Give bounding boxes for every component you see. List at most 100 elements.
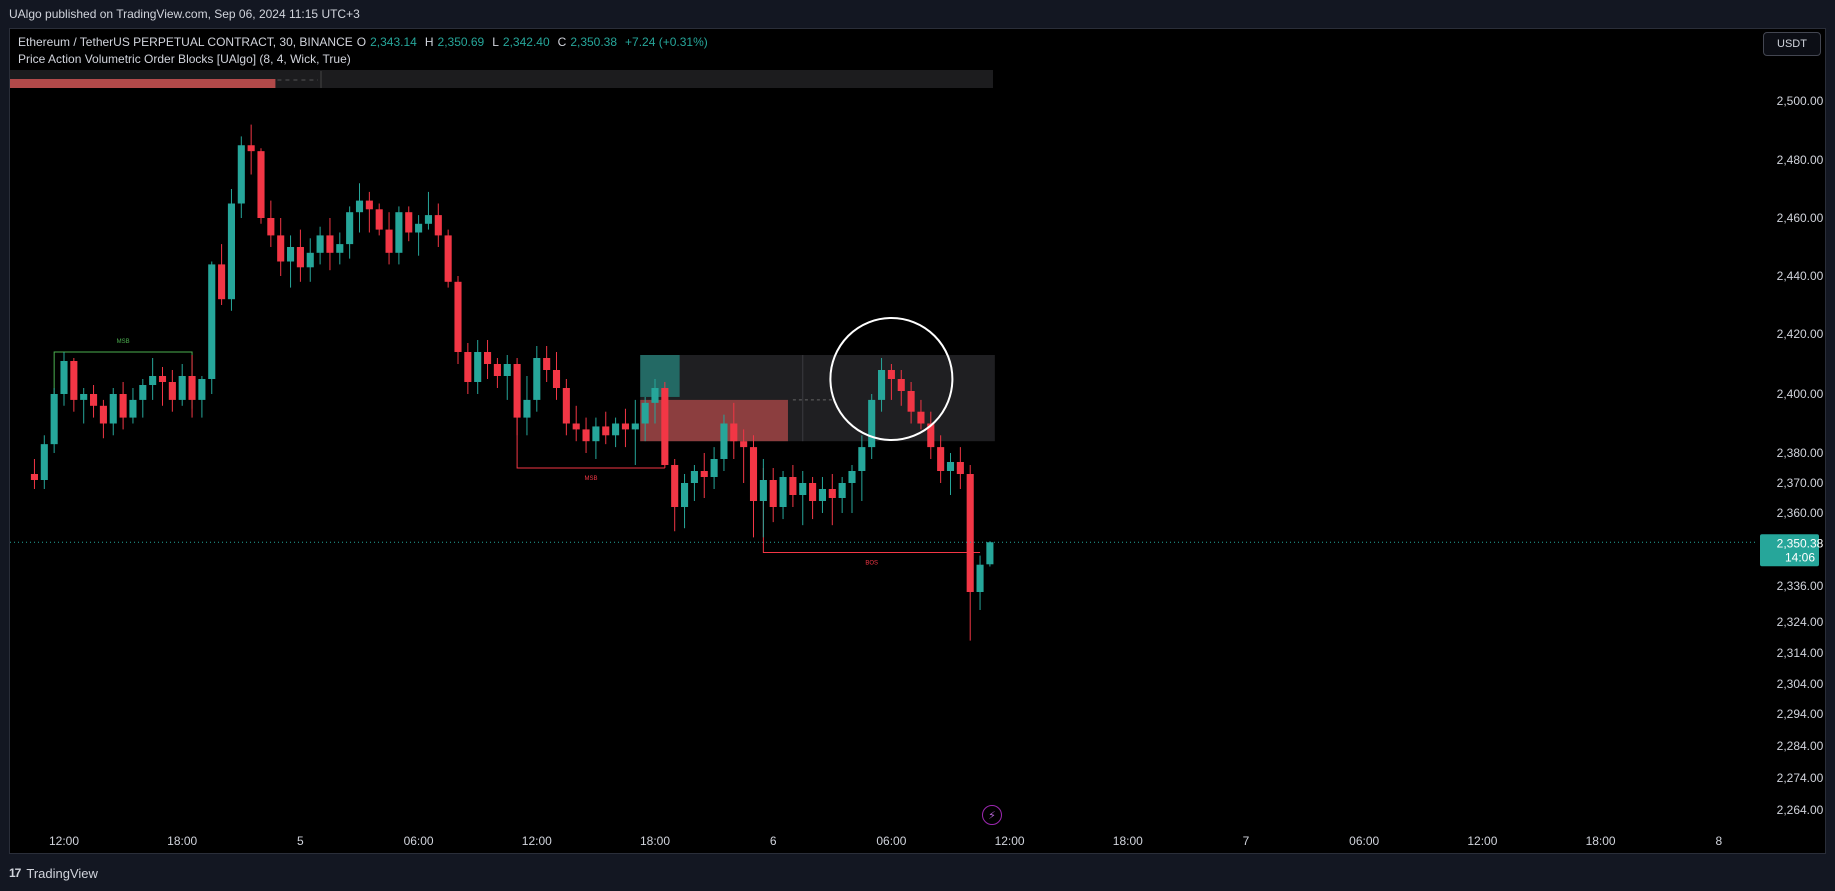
x-axis-tick-label: 06:00 [876,834,906,848]
candle-body [828,489,836,498]
candle-body [119,394,127,418]
candle-body [710,459,718,477]
y-axis-tick-label: 2,400.00 [1777,387,1824,401]
publish-line: UAlgo published on TradingView.com, Sep … [9,7,360,21]
symbol-name[interactable]: Ethereum / TetherUS PERPETUAL CONTRACT, … [18,35,353,49]
candle-body [730,423,738,442]
candle-body [306,252,314,268]
candle-body [484,352,492,364]
x-axis-tick-label: 5 [297,834,304,848]
y-axis-tick-label: 2,314.00 [1777,646,1824,660]
candle-body [493,364,501,376]
y-axis-tick-label: 2,480.00 [1777,153,1824,167]
x-axis-tick-label: 18:00 [167,834,197,848]
volume-bar-fill [10,79,276,88]
y-axis-tick-label: 2,284.00 [1777,739,1824,753]
candle-body [700,471,708,477]
candle-body [434,215,442,236]
candle-body [917,411,925,424]
indicator-name[interactable]: Price Action Volumetric Order Blocks [UA… [18,52,351,66]
candle-body [907,391,915,412]
y-axis-tick-label: 2,324.00 [1777,615,1824,629]
low-label: L [492,35,499,49]
x-axis-tick-label: 06:00 [404,834,434,848]
x-axis-tick-label: 7 [1243,834,1250,848]
candle-body [208,264,216,379]
y-axis-tick-label: 2,336.00 [1777,579,1824,593]
candle-body [769,480,777,507]
candle-body [503,364,511,376]
footer-brand[interactable]: 17 TradingView [9,862,98,884]
candle-body [809,483,817,501]
candle-body [740,441,748,448]
candle-body [878,370,886,400]
currency-button[interactable]: USDT [1763,32,1821,56]
candle-body [296,247,304,268]
highlight-circle [829,317,954,441]
bullish-order-block [640,355,680,397]
candle-body [464,352,472,382]
candle-body [690,471,698,483]
candle-body [631,423,639,430]
candle-body [405,212,413,233]
candle-body [651,388,659,403]
x-axis-tick-label: 12:00 [49,834,79,848]
x-axis-tick-label: 18:00 [1586,834,1616,848]
candle-body [966,474,974,592]
candle-body [287,247,295,262]
candle-body [602,426,610,436]
candle-body [661,388,669,465]
x-axis-tick-label: 06:00 [1349,834,1379,848]
candle-body [858,447,866,471]
x-axis-tick-label: 12:00 [1467,834,1497,848]
candle-body [139,385,147,400]
y-axis-tick-label: 2,294.00 [1777,707,1824,721]
candle-body [168,382,176,400]
candle-body [799,483,807,495]
candle-body [927,423,935,448]
bos-label: BOS [865,561,878,567]
x-axis-tick-label: 18:00 [1113,834,1143,848]
chart-legend: Ethereum / TetherUS PERPETUAL CONTRACT, … [18,34,712,68]
y-axis-tick-label: 2,440.00 [1777,269,1824,283]
y-axis-tick-label: 2,264.00 [1777,803,1824,817]
candle-body [621,423,629,430]
candle-body [346,212,354,245]
candle-body [454,281,462,352]
candle-body [759,480,767,501]
candle-body [818,489,826,501]
candle-body [523,399,531,418]
indicator-row[interactable]: Price Action Volumetric Order Blocks [UA… [18,51,712,68]
candle-body [178,376,186,400]
candle-body [326,235,334,253]
candle-body [158,376,167,382]
candle-body [355,200,364,213]
candle-body [70,361,78,400]
close-value: 2,350.38 [570,35,618,49]
candle-body [30,474,38,480]
lightning-icon[interactable]: ⚡ [982,805,1002,825]
y-axis-tick-label: 2,360.00 [1777,506,1824,520]
candle-body [986,542,994,565]
x-axis-tick-label: 12:00 [522,834,552,848]
candle-body [789,477,797,495]
candle-body [887,370,895,379]
symbol-row[interactable]: Ethereum / TetherUS PERPETUAL CONTRACT, … [18,34,712,51]
candle-body [129,399,137,418]
candle-body [109,394,117,424]
candle-body [612,423,620,436]
candle-body [277,235,285,262]
candle-body [543,358,551,370]
y-axis-tick-label: 2,460.00 [1777,211,1824,225]
change-value: +7.24 (+0.31%) [625,35,708,49]
candle-body [90,394,98,406]
candle-body [513,364,521,418]
candle-body [552,370,561,388]
candle-body [218,264,226,300]
candle-body [237,145,245,204]
candle-body [227,203,235,300]
candle-body [976,564,984,592]
y-axis-tick-label: 2,500.00 [1777,94,1824,108]
open-label: O [356,35,367,49]
